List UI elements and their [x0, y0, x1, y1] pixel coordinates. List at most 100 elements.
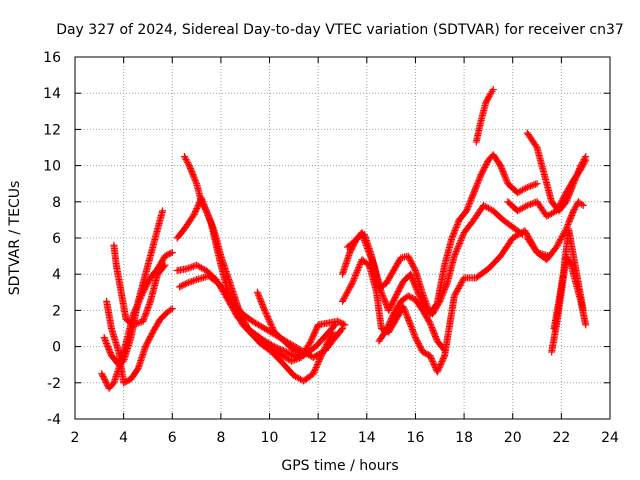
data-point-marker [411, 265, 419, 273]
data-point-marker [363, 243, 371, 251]
data-point-marker [136, 318, 144, 326]
data-point-marker [341, 321, 349, 329]
data-point-marker [184, 264, 192, 272]
data-point-marker [452, 249, 460, 257]
data-point-marker [555, 239, 563, 247]
data-point-marker [469, 192, 477, 200]
data-point-marker [255, 291, 263, 299]
data-point-marker [191, 177, 199, 185]
data-point-marker [405, 318, 413, 326]
data-point-marker [311, 367, 319, 375]
data-point-marker [400, 304, 408, 312]
data-point-marker [161, 261, 169, 269]
data-point-marker [411, 282, 419, 290]
data-point-marker [343, 290, 351, 298]
data-point-marker [434, 366, 442, 374]
data-point-marker [262, 310, 270, 318]
data-point-marker [368, 257, 376, 265]
data-point-marker [426, 352, 434, 360]
data-point-marker [384, 323, 392, 331]
data-point-marker [568, 210, 576, 218]
data-point-marker [167, 306, 175, 314]
data-point-marker [314, 359, 322, 367]
data-point-marker [186, 264, 194, 272]
data-point-marker [203, 208, 211, 216]
data-point-marker [440, 353, 448, 361]
data-point-marker [556, 201, 564, 209]
y-tick-label: 0 [52, 340, 61, 356]
series-sat-m [375, 292, 449, 354]
data-point-marker [453, 222, 461, 230]
data-point-marker [185, 162, 193, 170]
data-point-marker [439, 290, 447, 298]
data-point-marker [557, 199, 565, 207]
data-point-marker [343, 288, 351, 296]
data-point-marker [463, 207, 471, 215]
data-point-marker [502, 175, 510, 183]
data-point-marker [347, 281, 355, 289]
data-point-marker [183, 157, 191, 165]
x-tick-label: 22 [552, 430, 570, 446]
plot-frame [74, 56, 611, 420]
data-point-marker [181, 154, 189, 162]
data-point-marker [190, 174, 198, 182]
data-point-marker [433, 368, 441, 376]
data-point-marker [439, 356, 447, 364]
data-point-marker [101, 337, 109, 345]
data-point-marker [476, 174, 484, 182]
data-point-marker [405, 316, 413, 324]
data-point-marker [449, 231, 457, 239]
data-point-marker [474, 178, 482, 186]
data-point-marker [267, 320, 275, 328]
data-point-marker [452, 289, 460, 297]
data-point-marker [342, 291, 350, 299]
x-tick-label: 2 [71, 430, 80, 446]
data-point-marker [191, 175, 199, 183]
data-point-marker [103, 340, 111, 348]
data-point-marker [202, 205, 210, 213]
data-point-marker [363, 245, 371, 253]
data-point-marker [438, 293, 446, 301]
data-point-marker [441, 285, 449, 293]
data-point-marker [307, 337, 315, 345]
data-point-marker [401, 306, 409, 314]
data-point-marker [436, 297, 444, 305]
y-tick-label: 16 [43, 50, 61, 66]
data-point-marker [344, 287, 352, 295]
data-point-marker [168, 305, 176, 313]
data-point-marker [570, 207, 578, 215]
x-axis-label: GPS time / hours [281, 458, 398, 474]
data-point-marker [383, 325, 391, 333]
data-point-marker [530, 181, 538, 189]
data-point-marker [522, 202, 530, 210]
data-point-marker [368, 255, 376, 263]
data-point-marker [409, 327, 417, 335]
data-point-marker [454, 244, 462, 252]
data-point-marker [442, 282, 450, 290]
data-point-marker [188, 169, 196, 177]
y-tick-label: 14 [43, 86, 61, 102]
data-point-marker [308, 334, 316, 342]
data-point-marker [577, 165, 585, 173]
data-point-marker [204, 210, 212, 218]
data-point-marker [365, 248, 373, 256]
data-point-marker [202, 207, 210, 215]
y-tick-label: -4 [47, 412, 61, 428]
data-point-marker [403, 312, 411, 320]
data-point-marker [273, 344, 281, 352]
data-point-marker [184, 159, 192, 167]
data-point-marker [459, 230, 467, 238]
data-point-marker [485, 92, 493, 100]
data-point-marker [205, 215, 213, 223]
data-point-marker [553, 207, 560, 215]
data-point-marker [484, 94, 492, 102]
data-point-marker [432, 334, 440, 342]
data-point-marker [432, 333, 440, 341]
data-point-marker [180, 153, 188, 161]
data-point-marker [281, 347, 289, 355]
data-point-marker [429, 327, 437, 335]
data-point-marker [188, 168, 196, 176]
data-point-marker [497, 162, 505, 170]
data-point-marker [501, 172, 509, 180]
